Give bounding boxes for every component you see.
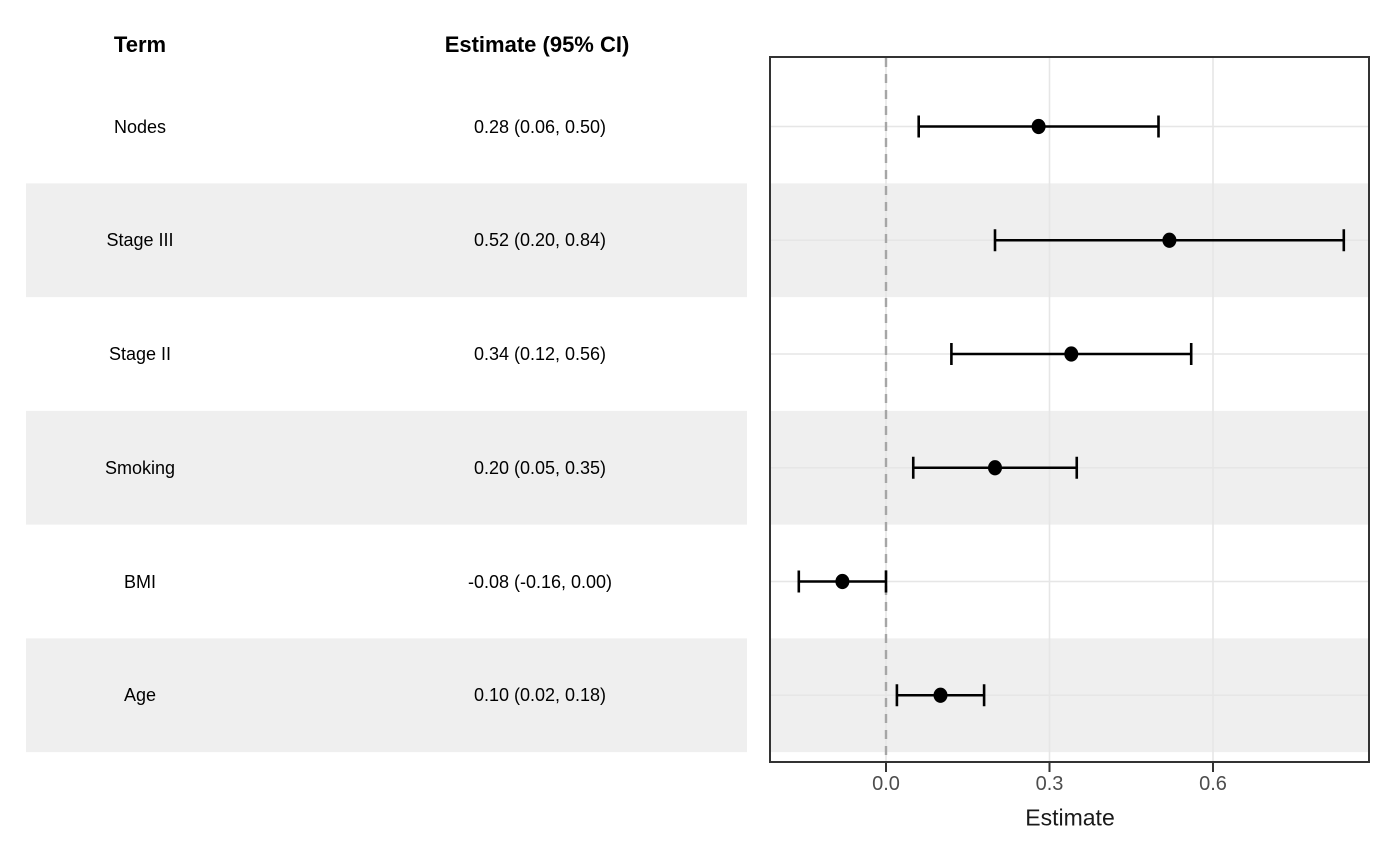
x-axis-title: Estimate xyxy=(1025,804,1115,831)
x-tick-label: 0.6 xyxy=(1199,773,1227,795)
term-label: Age xyxy=(123,685,157,706)
row-stripe-table xyxy=(26,638,747,753)
estimate-ci-label: -0.08 (-0.16, 0.00) xyxy=(467,571,613,592)
term-label: Smoking xyxy=(104,457,176,478)
estimate-point xyxy=(988,460,1002,476)
row-stripe-table xyxy=(26,183,747,298)
estimate-point xyxy=(1031,118,1046,135)
estimate-point xyxy=(1064,346,1079,362)
term-label: Nodes xyxy=(113,116,167,137)
term-label: BMI xyxy=(123,571,157,592)
estimate-ci-label: 0.34 (0.12, 0.56) xyxy=(473,344,607,364)
estimate-point xyxy=(1162,232,1177,248)
estimate-ci-label: 0.10 (0.02, 0.18) xyxy=(473,685,607,706)
x-tick-label: 0.3 xyxy=(1035,773,1064,795)
estimate-point xyxy=(933,687,948,703)
term-column-header: Term xyxy=(113,32,167,57)
term-label: Stage III xyxy=(106,230,174,251)
estimate-column-header: Estimate (95% CI) xyxy=(444,32,630,57)
estimate-ci-label: 0.52 (0.20, 0.84) xyxy=(473,230,607,251)
estimate-ci-label: 0.28 (0.06, 0.50) xyxy=(473,116,607,137)
row-stripe-table xyxy=(26,410,747,525)
panel-border xyxy=(769,56,1370,763)
estimate-ci-label: 0.20 (0.05, 0.35) xyxy=(473,457,607,478)
term-label: Stage II xyxy=(108,344,172,364)
x-tick-label: 0.0 xyxy=(872,773,900,795)
estimate-point xyxy=(835,573,850,590)
